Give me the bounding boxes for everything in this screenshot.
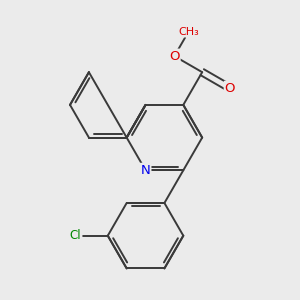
Text: CH₃: CH₃ — [178, 27, 199, 37]
Text: O: O — [225, 82, 235, 95]
Text: Cl: Cl — [70, 229, 82, 242]
Text: O: O — [169, 50, 180, 63]
Text: N: N — [141, 164, 150, 177]
